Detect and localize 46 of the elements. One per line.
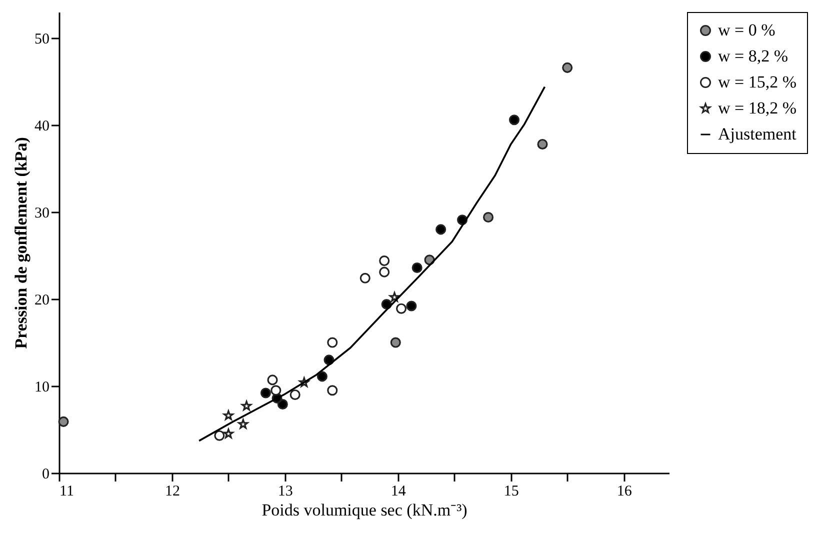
legend-label: w = 0 % bbox=[718, 20, 776, 40]
line-series bbox=[198, 86, 546, 442]
y-tick-label: 50 bbox=[34, 32, 50, 48]
point bbox=[390, 337, 401, 348]
point bbox=[406, 300, 417, 312]
point bbox=[58, 416, 69, 427]
point bbox=[360, 272, 370, 284]
point bbox=[396, 303, 407, 314]
x-tick-label: 12 bbox=[164, 484, 180, 500]
x-axis-title: Poids volumique sec (kN.m⁻³) bbox=[262, 500, 468, 520]
point bbox=[267, 374, 278, 386]
y-tick-label: 0 bbox=[42, 466, 50, 482]
point bbox=[327, 385, 338, 396]
point bbox=[562, 62, 573, 73]
legend-label: w = 18,2 % bbox=[718, 98, 797, 118]
point bbox=[379, 256, 390, 266]
point bbox=[482, 212, 494, 223]
y-tick-label: 40 bbox=[34, 118, 50, 135]
point bbox=[223, 410, 234, 420]
point bbox=[436, 224, 446, 235]
y-tick-label: 20 bbox=[34, 292, 50, 309]
point bbox=[508, 114, 520, 126]
y-tick-label: 10 bbox=[34, 380, 50, 396]
point bbox=[327, 337, 338, 348]
point bbox=[241, 400, 252, 410]
point bbox=[316, 371, 328, 382]
x-tick-label: 13 bbox=[278, 484, 293, 500]
point bbox=[223, 428, 234, 438]
point bbox=[260, 388, 271, 398]
y-axis-title: Pression de gonflement (kPa) bbox=[12, 137, 30, 349]
point bbox=[379, 266, 390, 278]
point bbox=[238, 419, 248, 429]
legend-label: w = 8,2 % bbox=[718, 46, 788, 66]
y-tick-label: 30 bbox=[34, 206, 50, 222]
legend-label: Ajustement bbox=[718, 124, 797, 144]
point bbox=[270, 385, 282, 396]
point bbox=[412, 262, 422, 273]
x-tick-label: 11 bbox=[60, 484, 74, 500]
legend-label: w = 15,2 % bbox=[718, 72, 797, 92]
x-tick-label: 16 bbox=[616, 484, 632, 500]
x-tick-label: 14 bbox=[390, 484, 406, 500]
x-tick-label: 15 bbox=[504, 484, 519, 500]
point bbox=[290, 389, 300, 400]
point bbox=[537, 138, 548, 150]
point bbox=[389, 292, 400, 302]
point bbox=[214, 430, 225, 441]
